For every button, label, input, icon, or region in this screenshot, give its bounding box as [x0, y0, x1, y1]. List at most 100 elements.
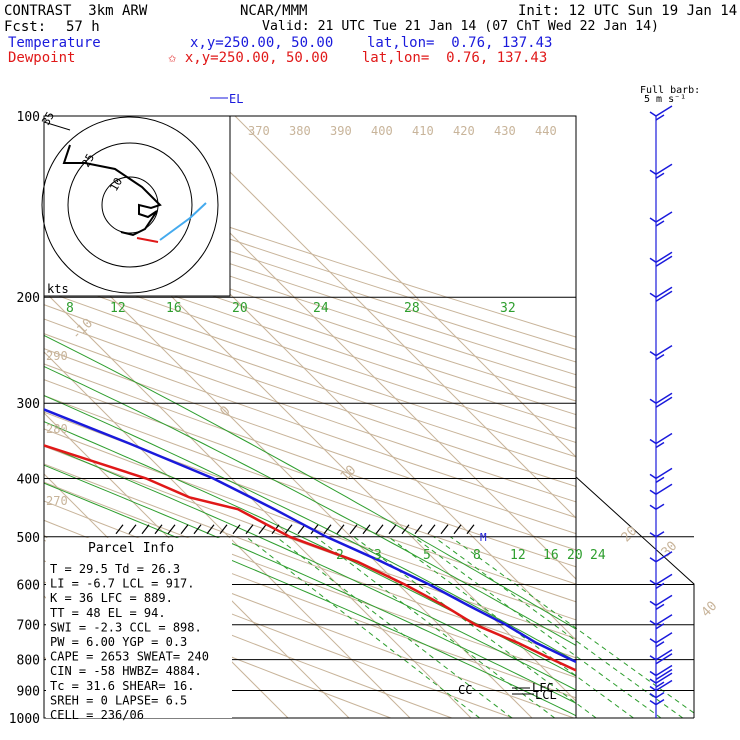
mixing-ratio-label: 20	[567, 548, 583, 563]
pressure-label: 300	[17, 397, 40, 412]
stability-hatch	[388, 524, 397, 535]
dry-adiabat-line	[44, 263, 576, 444]
wind-barb	[649, 679, 673, 692]
mixing-ratio-label: 8	[473, 548, 481, 563]
mixing-ratio-label: 2	[336, 548, 344, 563]
mixing-ratio-line	[387, 537, 634, 718]
mixing-ratio-label: 16	[166, 301, 182, 316]
dry-adiabat-line	[44, 304, 576, 488]
wind-barb	[649, 551, 673, 563]
mixing-ratio-label: 8	[66, 301, 74, 316]
pressure-label: 200	[17, 291, 40, 306]
barb-scale-note: Full barb:	[640, 85, 701, 96]
stability-hatch	[245, 524, 254, 535]
moist-adiabat-line	[44, 334, 576, 630]
isotherm-line	[44, 351, 411, 718]
dry-adiabat-line	[44, 481, 576, 679]
theta-label: 420	[453, 124, 475, 138]
hodograph-ring-label: 25	[79, 152, 97, 170]
lfc-label: LFC	[532, 681, 554, 695]
stability-hatch	[414, 524, 423, 535]
stability-hatch	[141, 524, 150, 535]
wind-barb	[649, 672, 673, 688]
moist-adiabat-line	[44, 482, 576, 717]
dry-adiabat-line	[44, 348, 576, 535]
wind-barb	[649, 211, 673, 227]
hodograph-low-level-trace	[159, 202, 207, 241]
wind-barb	[649, 698, 665, 706]
stability-hatch	[284, 524, 293, 535]
dewpoint-profile	[44, 444, 576, 672]
parcel-info-row: SREH = 0 LAPSE= 6.5	[50, 693, 187, 707]
wind-barb	[649, 163, 673, 179]
theta-label: 370	[248, 124, 270, 138]
pressure-label: 800	[17, 654, 40, 669]
mixing-ratio-label: 3	[374, 548, 382, 563]
stability-hatch	[427, 524, 436, 535]
wind-barb	[649, 432, 673, 449]
mixing-ratio-line	[245, 537, 481, 718]
parcel-info-row: PW = 6.00 YGP = 0.3	[50, 635, 187, 649]
dry-adiabat-line	[44, 333, 576, 519]
isotherm-label: 20	[619, 524, 641, 546]
theta-label: 290	[46, 349, 68, 363]
temperature-legend: Temperature	[8, 35, 101, 51]
hodograph-ring	[67, 142, 193, 268]
dry-adiabat-line	[44, 236, 576, 416]
parcel-info-row: Tc = 31.6 SHEAR= 16.	[50, 679, 195, 693]
mixing-ratio-label: 20	[232, 301, 248, 316]
theta-label: 380	[289, 124, 311, 138]
dry-adiabat-line	[44, 199, 576, 376]
wind-barb	[649, 649, 673, 665]
stability-hatch	[466, 524, 475, 535]
wind-barb	[649, 614, 673, 630]
hodograph-ring-label: 10	[107, 176, 125, 194]
dry-adiabat-line	[44, 290, 576, 473]
stability-hatch	[297, 524, 306, 535]
wind-barb	[649, 251, 673, 267]
stability-hatch	[375, 524, 384, 535]
stability-hatch	[154, 524, 163, 535]
mid-level-marker: M	[480, 531, 487, 544]
parcel-info-row: CIN = -58 HWBZ= 4884.	[50, 664, 202, 678]
theta-label: 410	[412, 124, 434, 138]
parcel-info-row: LI = -6.7 LCL = 917.	[50, 577, 195, 591]
hodograph-ring	[41, 116, 219, 294]
fcst-value: 57 h	[66, 19, 100, 35]
stability-hatch	[115, 524, 124, 535]
mixing-ratio-line	[353, 537, 597, 718]
mixing-ratio-label: 24	[313, 301, 329, 316]
pressure-label: 1000	[9, 712, 40, 727]
hodograph-units-label: kts	[47, 282, 69, 296]
center-title: NCAR/MMM	[240, 3, 308, 19]
stability-hatch	[323, 524, 332, 535]
dry-adiabat-line	[44, 211, 576, 389]
stability-hatch	[336, 524, 345, 535]
pressure-label: 500	[17, 531, 40, 546]
parcel-info-row: K = 36 LFC = 889.	[50, 591, 173, 605]
mixing-ratio-label: 32	[500, 301, 516, 316]
parcel-info-row: CAPE = 2653 SWEAT= 240	[50, 650, 209, 664]
hodograph-tick	[43, 121, 71, 131]
stability-hatch	[401, 524, 410, 535]
parcel-info-row: TT = 48 EL = 94.	[50, 606, 166, 620]
model-title: CONTRAST 3km ARW	[4, 3, 148, 19]
dry-adiabat-line	[44, 445, 576, 640]
dry-adiabat-line	[44, 224, 576, 402]
hodograph-panel	[43, 115, 231, 297]
dry-adiabat-line	[44, 463, 576, 659]
wind-barb	[649, 531, 665, 538]
isotherm-line	[234, 116, 576, 458]
mixing-ratio-label: 24	[590, 548, 606, 563]
stability-hatch	[349, 524, 358, 535]
wind-barb	[649, 344, 673, 361]
theta-label: 430	[494, 124, 516, 138]
parcel-info-title: Parcel Info	[88, 541, 174, 556]
moist-adiabat-line	[44, 444, 576, 691]
stability-hatch	[180, 524, 189, 535]
wind-barb	[649, 483, 673, 495]
barb-scale-unit: 5 m s⁻¹	[644, 94, 687, 105]
stability-hatch	[128, 524, 137, 535]
wind-barb	[649, 392, 673, 408]
dewpoint-location: ✩ x,y=250.00, 50.00 lat,lon= 0.76, 137.4…	[168, 50, 548, 66]
